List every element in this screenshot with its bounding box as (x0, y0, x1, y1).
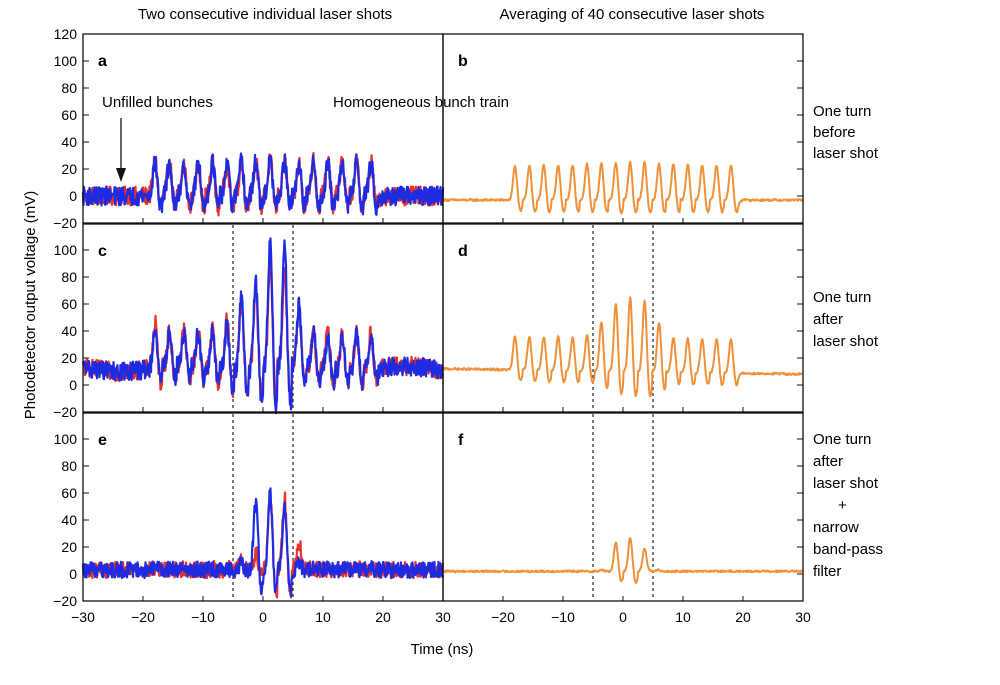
traces (81, 151, 804, 599)
panel-letter-d: d (458, 243, 468, 260)
y-tick-label: 80 (61, 458, 77, 474)
panel-borders: a b c d e f (82, 33, 804, 602)
x-tick-label: −20 (491, 609, 515, 625)
y-tick-label: 0 (69, 188, 77, 204)
x-tick-label: 30 (435, 609, 451, 625)
down-arrow-icon (116, 118, 126, 182)
y-tick-label: 80 (61, 269, 77, 285)
row-label-1-line-1: One turn (813, 103, 871, 120)
row-label-3-line-5: narrow (813, 519, 859, 536)
x-axis-label: Time (ns) (411, 641, 474, 658)
panel-letter-a: a (98, 53, 107, 70)
y-tick-label: 20 (61, 161, 77, 177)
row-label-2-line-1: One turn (813, 289, 871, 306)
x-tick-label: −10 (551, 609, 575, 625)
row-label-2-line-2: after (813, 311, 843, 328)
trace-f-1 (442, 537, 804, 584)
x-tick-label: 10 (675, 609, 691, 625)
y-axis-label: Photodetector output voltage (mV) (22, 191, 39, 419)
row-label-3-line-1: One turn (813, 431, 871, 448)
y-tick-label: 0 (69, 377, 77, 393)
row-label-1-line-3: laser shot (813, 145, 879, 162)
y-tick-label: 0 (69, 566, 77, 582)
row-label-2-line-3: laser shot (813, 333, 879, 350)
panel-letter-c: c (98, 243, 107, 260)
y-tick-label: −20 (53, 215, 77, 231)
y-tick-label: 60 (61, 107, 77, 123)
x-tick-label: 0 (259, 609, 267, 625)
x-tick-label: −10 (191, 609, 215, 625)
trace-b-1 (442, 160, 804, 215)
y-tick-label: 80 (61, 80, 77, 96)
trace-a-2 (81, 152, 445, 216)
panel-letter-e: e (98, 432, 107, 449)
row-label-3-line-6: band-pass (813, 541, 883, 558)
x-tick-label: 20 (375, 609, 391, 625)
panel-frame (442, 223, 804, 413)
annotation-unfilled-bunches: Unfilled bunches (102, 94, 213, 111)
x-tick-label: −30 (71, 609, 95, 625)
y-tick-label: 100 (54, 53, 78, 69)
y-tick-label: 100 (54, 242, 78, 258)
panel-frames: −20020406080100120−20020406080100−200204… (53, 26, 811, 625)
x-tick-label: 20 (735, 609, 751, 625)
x-tick-label: 10 (315, 609, 331, 625)
trace-d-1 (442, 296, 804, 398)
y-tick-label: 40 (61, 323, 77, 339)
panel-letter-b: b (458, 53, 468, 70)
y-tick-label: 40 (61, 134, 77, 150)
panel-letter-f: f (458, 432, 464, 449)
y-tick-label: 100 (54, 431, 78, 447)
trace-c-2 (81, 237, 445, 415)
row-label-1-line-2: before (813, 124, 856, 141)
x-tick-label: 0 (619, 609, 627, 625)
row-label-3-line-2: after (813, 453, 843, 470)
x-tick-label: 30 (795, 609, 811, 625)
y-tick-label: 20 (61, 539, 77, 555)
y-tick-label: 60 (61, 485, 77, 501)
row-label-3-line-7: filter (813, 563, 841, 580)
y-tick-label: 40 (61, 512, 77, 528)
y-tick-label: 20 (61, 350, 77, 366)
y-tick-label: −20 (53, 593, 77, 609)
x-tick-label: −20 (131, 609, 155, 625)
header-right: Averaging of 40 consecutive laser shots (500, 6, 765, 23)
y-tick-label: −20 (53, 404, 77, 420)
trace-e-2 (81, 487, 445, 598)
y-tick-label: 120 (54, 26, 78, 42)
panel-frame (442, 412, 804, 602)
row-label-3-line-4: + (838, 497, 847, 514)
row-label-3-line-3: laser shot (813, 475, 879, 492)
y-tick-label: 60 (61, 296, 77, 312)
panel-frame (442, 33, 804, 224)
annotation-homogeneous-train: Homogeneous bunch train (333, 94, 509, 111)
header-left: Two consecutive individual laser shots (138, 6, 392, 23)
